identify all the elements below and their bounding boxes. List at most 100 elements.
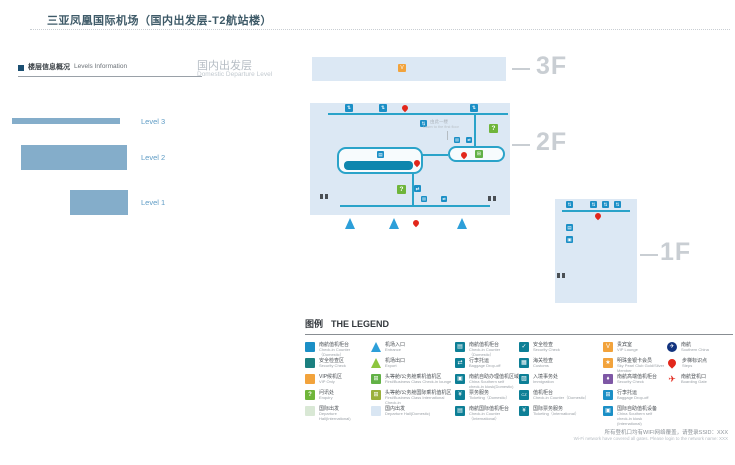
- vip-lounge-icon: V: [603, 342, 613, 352]
- baggage-dropoff-icon: ⇄: [455, 358, 465, 368]
- china-southern-logo-icon: ✈: [667, 342, 677, 352]
- legend-en: Departure Hall(International): [319, 411, 351, 421]
- level-1-bar[interactable]: [70, 190, 128, 215]
- legend-column-6: ✈ 南航 Southern China 步梯标识点 Steps ✈ 南航登机口 Board…: [666, 342, 733, 390]
- security-check-icon: ✓: [519, 342, 529, 352]
- steps-pin-icon: [666, 357, 678, 369]
- floor-3f-tag: 3F: [536, 52, 568, 80]
- security-area-chip-icon: [305, 358, 315, 368]
- entrance-icon: [345, 218, 355, 229]
- first-business-checkin-icon: ⊞: [475, 150, 483, 158]
- legend-en: Sky Pearl Club Gold/Silver Member: [617, 363, 665, 373]
- intl-departure-hall-chip-icon: [305, 406, 315, 416]
- floor-1f-dash: [640, 254, 658, 256]
- premium-checkin-icon: ♦: [603, 374, 613, 384]
- legend-item: ¥ 票务服务 Ticketing（Domestic）: [455, 390, 517, 406]
- checkin-counter-desk: [344, 161, 413, 170]
- legend-zh: 票务服务: [469, 390, 490, 396]
- legend-en: Check-in Counter（Domestic）: [319, 347, 351, 357]
- legend-item: ⇄ 行李托运 Baggage Drop-off: [455, 358, 517, 374]
- legend-item: ▦ 海关检查 Customs: [519, 358, 601, 374]
- legend-en: Enquiry: [319, 395, 333, 400]
- intl-self-kiosk-icon: ▣: [603, 406, 613, 416]
- header-divider: [30, 29, 730, 30]
- page-title: 三亚凤凰国际机场（国内出发层-T2航站楼）: [47, 15, 272, 27]
- down-note-zh: 由此一楼: [430, 119, 448, 124]
- legend-zh: 南航自助办理值机区域: [469, 374, 520, 380]
- legend-zh: 头等舱/公务舱国际乘机值机区: [385, 390, 452, 396]
- checkin-island: ▤: [337, 147, 423, 174]
- legend-en: Security Check: [319, 363, 346, 368]
- legend-en: First/Business Class Check-in lounge: [385, 379, 452, 384]
- first-business-intl-checkin-icon: ⊞: [371, 390, 381, 400]
- legend-column-4: ✓ 安全检查 Security Check ▦ 海关检查 Customs ▨ 入境事务处 I…: [519, 342, 601, 422]
- legend-item: ✈ 南航登机口 Boarding Gate: [667, 374, 733, 390]
- baggage-dropoff-icon: ⇄: [441, 196, 447, 202]
- level-2-label[interactable]: Level 2: [141, 153, 166, 162]
- level-3-bar[interactable]: [12, 118, 120, 124]
- immigration-icon: ▨: [519, 374, 529, 384]
- steps-pin-icon: [412, 158, 422, 168]
- escalator-icon: ⇅: [566, 201, 573, 208]
- legend-title-en: THE LEGEND: [331, 319, 390, 329]
- boarding-gate-icon: ✈: [668, 374, 676, 384]
- legend-zh: 安全检查: [533, 342, 554, 348]
- legend-zh: 南航国际值机柜台: [469, 406, 510, 412]
- legend-zh: 南航值机柜台: [469, 342, 500, 348]
- steps-pin-icon: [593, 211, 603, 221]
- legend-en: Steps: [682, 363, 693, 368]
- door-icon: [488, 196, 491, 201]
- door-icon: [557, 273, 560, 278]
- legend-en: Southern China: [681, 347, 709, 352]
- legend-zh: 南航登机口: [681, 374, 707, 380]
- map-section-title-zh: 国内出发层: [197, 60, 252, 72]
- self-checkin-kiosk-icon: ▣: [566, 236, 573, 243]
- escalator-icon: ⇅: [470, 104, 478, 112]
- wall-line: [474, 113, 476, 148]
- baggage-dropoff-blue-icon: ⊞: [603, 390, 613, 400]
- ticketing-icon: ¥: [455, 390, 465, 400]
- legend-en: Departure Hall(Domestic): [385, 411, 431, 416]
- entrance-icon: [457, 218, 467, 229]
- door-icon: [320, 194, 323, 199]
- connector-line: [422, 154, 448, 156]
- legend-item: ✈ 南航 Southern China: [667, 342, 733, 358]
- legend-item: ★ 明珠金银卡会员 Sky Pearl Club Gold/Silver Membe…: [603, 358, 665, 374]
- floor-2f: ⇅ ⇅ ⇅ ⇅ 由此一楼 Down to the first floor ? ▤…: [310, 103, 510, 215]
- legend-divider: [305, 334, 733, 335]
- cz-checkin-counter-icon: CZ: [519, 390, 529, 400]
- legend-item: 机场出口 Export: [371, 358, 453, 374]
- legend-item: 步梯标识点 Steps: [666, 357, 733, 374]
- legend-zh: 头等舱/公务舱乘机值机区: [385, 374, 442, 380]
- legend-zh: 国际票务服务: [533, 406, 564, 412]
- legend-en: Entrance: [385, 347, 402, 352]
- legend-zh: 机场出口: [385, 358, 406, 364]
- sky-pearl-member-icon: ★: [603, 358, 613, 368]
- intl-ticketing-icon: ¥: [519, 406, 529, 416]
- first-business-checkin-icon: ⊞: [371, 374, 381, 384]
- checkin-counter-icon: ▤: [421, 196, 427, 202]
- sidebar-divider: [18, 76, 202, 77]
- legend-en: Check-in Counter（Domestic）: [533, 395, 589, 400]
- legend-en: Ticketing（International）: [533, 411, 579, 416]
- map-section-title-en: Domestic Departure Level: [197, 71, 273, 78]
- self-checkin-kiosk-icon: ▣: [455, 374, 465, 384]
- legend-zh: 南航: [681, 342, 692, 348]
- legend-item: ⊞ 头等舱/公务舱乘机值机区 First/Business Class Check-…: [371, 374, 453, 390]
- enquiry-icon: ?: [305, 390, 315, 400]
- level-3-label[interactable]: Level 3: [141, 117, 166, 126]
- floor-2f-tag: 2F: [536, 128, 568, 156]
- enquiry-icon: ?: [489, 124, 498, 133]
- sidebar-title-zh: 楼层信息概况: [28, 64, 70, 71]
- wifi-note-zh: 所有登机口均有WIFI网络覆盖，请登录SSID：XXX: [604, 430, 728, 436]
- legend-en: Baggage Drop-off: [469, 363, 501, 368]
- legend-zh: 南航值机柜台: [319, 342, 350, 348]
- legend-en: First/Business Class International Check…: [385, 395, 445, 405]
- legend-zh: 国内出发: [385, 406, 406, 412]
- legend-en: Immigration: [533, 379, 554, 384]
- level-1-label[interactable]: Level 1: [141, 198, 166, 207]
- section-bullet-icon: [18, 65, 24, 71]
- level-2-bar[interactable]: [21, 145, 127, 170]
- legend-item: ▤ 南航国际值机柜台 Check-in Counter（International）: [455, 406, 517, 422]
- legend-item: ⊞ 行李托运 Baggage Drop-off: [603, 390, 665, 406]
